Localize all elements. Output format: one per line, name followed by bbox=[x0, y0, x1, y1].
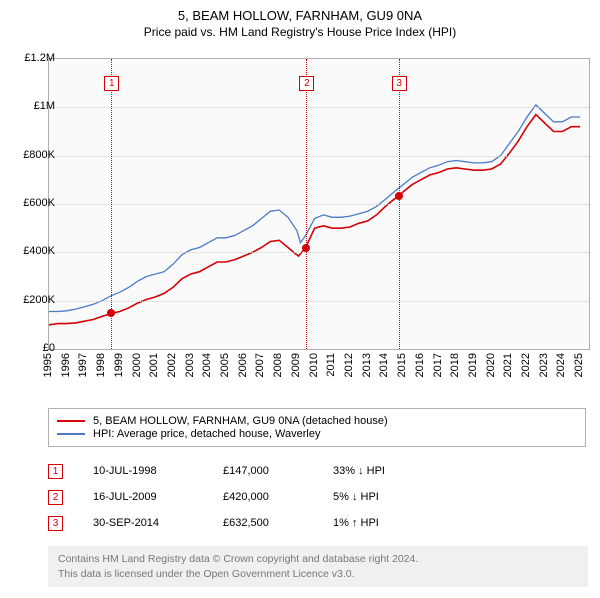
legend-label: HPI: Average price, detached house, Wave… bbox=[93, 428, 320, 440]
x-tick-label: 2005 bbox=[219, 353, 231, 377]
sales-price: £632,500 bbox=[223, 517, 333, 529]
sales-date: 10-JUL-1998 bbox=[93, 465, 223, 477]
x-tick-label: 2021 bbox=[502, 353, 514, 377]
x-tick-label: 2003 bbox=[184, 353, 196, 377]
y-tick-label: £1M bbox=[10, 100, 55, 112]
x-tick-label: 2016 bbox=[414, 353, 426, 377]
marker-number-box: 3 bbox=[392, 76, 407, 91]
sales-marker-num: 3 bbox=[48, 516, 63, 531]
chart-container: 5, BEAM HOLLOW, FARNHAM, GU9 0NA Price p… bbox=[0, 8, 600, 598]
x-tick-label: 2000 bbox=[131, 353, 143, 377]
marker-number-box: 1 bbox=[104, 76, 119, 91]
credits-line: This data is licensed under the Open Gov… bbox=[58, 567, 578, 582]
sales-marker-num: 2 bbox=[48, 490, 63, 505]
y-tick-label: £600K bbox=[10, 197, 55, 209]
marker-vline bbox=[306, 59, 307, 349]
x-tick-label: 2004 bbox=[201, 353, 213, 377]
gridline bbox=[49, 252, 589, 253]
sales-diff: 33% ↓ HPI bbox=[333, 465, 453, 477]
legend-item: 5, BEAM HOLLOW, FARNHAM, GU9 0NA (detach… bbox=[57, 415, 577, 427]
sales-price: £420,000 bbox=[223, 491, 333, 503]
x-tick-label: 2002 bbox=[166, 353, 178, 377]
x-tick-label: 1997 bbox=[77, 353, 89, 377]
credits-box: Contains HM Land Registry data © Crown c… bbox=[48, 546, 588, 587]
x-tick-label: 2001 bbox=[148, 353, 160, 377]
sales-row: 2 16-JUL-2009£420,0005% ↓ HPI bbox=[48, 484, 453, 510]
sales-table: 1 10-JUL-1998£147,00033% ↓ HPI 2 16-JUL-200… bbox=[48, 458, 453, 536]
y-tick-label: £200K bbox=[10, 294, 55, 306]
x-tick-label: 2015 bbox=[396, 353, 408, 377]
x-tick-label: 1995 bbox=[42, 353, 54, 377]
x-tick-label: 1998 bbox=[95, 353, 107, 377]
sales-row: 1 10-JUL-1998£147,00033% ↓ HPI bbox=[48, 458, 453, 484]
sales-diff: 1% ↑ HPI bbox=[333, 517, 453, 529]
x-tick-label: 2017 bbox=[432, 353, 444, 377]
x-tick-label: 2024 bbox=[555, 353, 567, 377]
sales-price: £147,000 bbox=[223, 465, 333, 477]
sales-date: 16-JUL-2009 bbox=[93, 491, 223, 503]
gridline bbox=[49, 156, 589, 157]
gridline bbox=[49, 301, 589, 302]
marker-vline bbox=[111, 59, 112, 349]
plot-area: 1 2 3 bbox=[48, 58, 590, 350]
y-tick-label: £800K bbox=[10, 149, 55, 161]
gridline bbox=[49, 107, 589, 108]
gridline bbox=[49, 204, 589, 205]
marker-dot bbox=[395, 192, 403, 200]
legend-item: HPI: Average price, detached house, Wave… bbox=[57, 428, 577, 440]
x-tick-label: 2025 bbox=[573, 353, 585, 377]
x-tick-label: 2006 bbox=[237, 353, 249, 377]
legend-label: 5, BEAM HOLLOW, FARNHAM, GU9 0NA (detach… bbox=[93, 415, 388, 427]
legend-swatch bbox=[57, 420, 85, 422]
x-tick-label: 2007 bbox=[254, 353, 266, 377]
x-tick-label: 2012 bbox=[343, 353, 355, 377]
x-tick-label: 2018 bbox=[449, 353, 461, 377]
chart-title: 5, BEAM HOLLOW, FARNHAM, GU9 0NA bbox=[0, 8, 600, 23]
x-tick-label: 1996 bbox=[60, 353, 72, 377]
x-tick-label: 2010 bbox=[308, 353, 320, 377]
x-tick-label: 2014 bbox=[378, 353, 390, 377]
y-tick-label: £1.2M bbox=[10, 52, 55, 64]
sales-diff: 5% ↓ HPI bbox=[333, 491, 453, 503]
series-hpi bbox=[49, 105, 580, 312]
x-tick-label: 2011 bbox=[325, 353, 337, 377]
sales-row: 3 30-SEP-2014£632,5001% ↑ HPI bbox=[48, 510, 453, 536]
x-tick-label: 2023 bbox=[538, 353, 550, 377]
x-tick-label: 2022 bbox=[520, 353, 532, 377]
legend-swatch bbox=[57, 433, 85, 435]
sales-marker-num: 1 bbox=[48, 464, 63, 479]
credits-line: Contains HM Land Registry data © Crown c… bbox=[58, 552, 578, 567]
chart-subtitle: Price paid vs. HM Land Registry's House … bbox=[0, 25, 600, 39]
x-tick-label: 2008 bbox=[272, 353, 284, 377]
x-tick-label: 2019 bbox=[467, 353, 479, 377]
x-tick-label: 2020 bbox=[485, 353, 497, 377]
marker-number-box: 2 bbox=[299, 76, 314, 91]
marker-vline bbox=[399, 59, 400, 349]
x-tick-label: 2009 bbox=[290, 353, 302, 377]
x-tick-label: 1999 bbox=[113, 353, 125, 377]
y-tick-label: £400K bbox=[10, 245, 55, 257]
x-tick-label: 2013 bbox=[361, 353, 373, 377]
marker-dot bbox=[107, 309, 115, 317]
legend-box: 5, BEAM HOLLOW, FARNHAM, GU9 0NA (detach… bbox=[48, 408, 586, 447]
marker-dot bbox=[302, 244, 310, 252]
sales-date: 30-SEP-2014 bbox=[93, 517, 223, 529]
